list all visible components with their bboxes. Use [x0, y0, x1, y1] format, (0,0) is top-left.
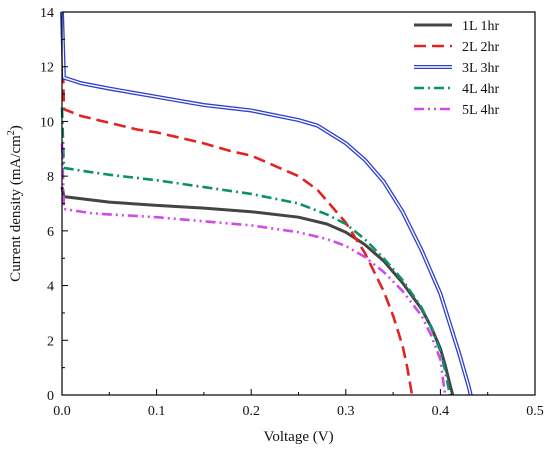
y-axis-title-superscript: 2 — [6, 130, 17, 135]
legend-label: 4L 4hr — [462, 82, 500, 97]
y-tick-label: 0 — [47, 389, 54, 404]
x-tick-label: 0.0 — [53, 404, 71, 419]
legend-label: 5L 4hr — [462, 103, 500, 118]
x-axis-title: Voltage (V) — [263, 429, 333, 445]
y-tick-label: 12 — [40, 61, 54, 76]
y-tick-label: 14 — [40, 6, 54, 21]
x-tick-label: 0.2 — [242, 404, 260, 419]
series-line-3-inner — [61, 11, 472, 396]
series-line-4 — [60, 107, 452, 396]
y-axis-title-text: Current density (mA/cm — [8, 135, 24, 282]
legend-label: 3L 3hr — [462, 61, 500, 76]
legend-label: 2L 2hr — [462, 40, 500, 55]
series-line-1 — [60, 186, 455, 396]
series-line-5 — [60, 143, 447, 396]
y-tick-label: 8 — [47, 170, 54, 185]
y-tick-label: 6 — [47, 225, 54, 240]
x-axis-ticks: 0.0 0.1 0.2 0.3 0.4 0.5 — [53, 389, 544, 419]
x-tick-label: 0.4 — [432, 404, 450, 419]
y-tick-label: 10 — [40, 115, 54, 130]
legend-label: 1L 1hr — [462, 19, 500, 34]
series-line-2 — [60, 17, 414, 396]
y-axis-ticks: 0 2 4 6 8 10 12 14 — [40, 6, 68, 404]
y-tick-label: 4 — [47, 280, 54, 295]
y-axis-title: Current density (mA/cm2) — [6, 125, 24, 282]
x-tick-label: 0.1 — [148, 404, 166, 419]
legend: 1L 1hr 2L 2hr 3L 3hr 4L 4hr 5L 4hr — [414, 19, 500, 118]
x-tick-label: 0.5 — [526, 404, 544, 419]
series-lines — [60, 11, 473, 396]
y-axis-title-suffix: ) — [8, 125, 24, 130]
x-tick-label: 0.3 — [337, 404, 355, 419]
y-tick-label: 2 — [47, 334, 54, 349]
